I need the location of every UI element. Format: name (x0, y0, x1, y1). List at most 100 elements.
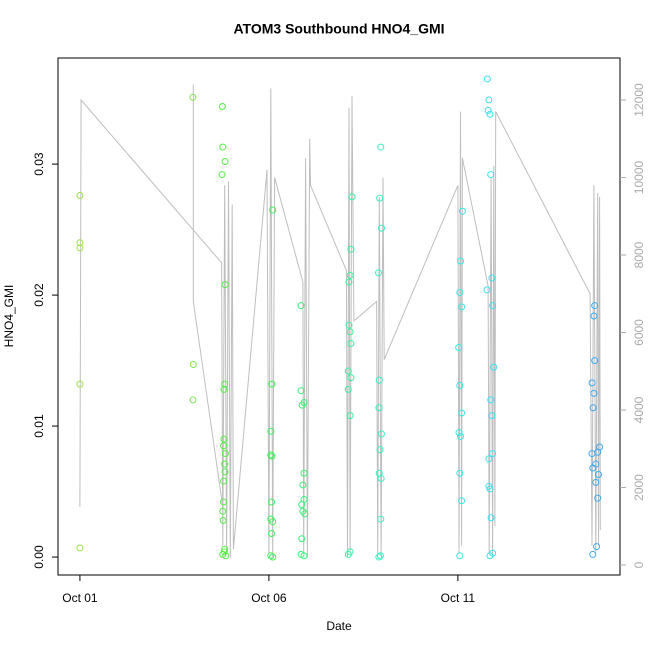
data-point (458, 497, 466, 505)
y2-tick-label: 8000 (632, 241, 646, 268)
data-point (76, 239, 84, 247)
data-point (347, 245, 355, 253)
data-point (297, 387, 305, 395)
data-point (377, 143, 385, 151)
data-point (76, 380, 84, 388)
data-point (455, 343, 463, 351)
data-point (268, 498, 276, 506)
data-point (298, 501, 306, 509)
data-point (189, 396, 197, 404)
data-point (458, 207, 466, 215)
data-point (591, 302, 599, 310)
data-point (268, 452, 276, 460)
data-point (590, 312, 598, 320)
data-point (220, 435, 228, 443)
data-point (76, 192, 84, 200)
data-point (220, 385, 228, 393)
y-axis-label: HNO4_GMI (2, 285, 16, 348)
data-point (487, 171, 495, 179)
data-point (344, 385, 352, 393)
data-point (218, 102, 226, 110)
data-point (346, 328, 354, 336)
data-point (589, 550, 597, 558)
data-point (589, 404, 597, 412)
y-tick-label: 0.00 (32, 545, 46, 569)
data-point (593, 543, 601, 551)
data-point (375, 376, 383, 384)
data-point (347, 374, 355, 382)
x-axis-label: Date (326, 619, 352, 633)
data-point (189, 361, 197, 369)
chart-title: ATOM3 Southbound HNO4_GMI (233, 21, 444, 37)
data-point (267, 451, 275, 459)
data-point (594, 494, 602, 502)
y2-tick-label: 6000 (632, 319, 646, 346)
data-point (345, 278, 353, 286)
data-point (588, 450, 596, 458)
data-point (301, 510, 309, 518)
y2-tick-label: 12000 (632, 83, 646, 117)
data-point (299, 481, 307, 489)
data-point (346, 412, 354, 420)
data-point (268, 380, 276, 388)
data-point (221, 460, 229, 468)
data-point (483, 75, 491, 83)
y2-tick-label: 4000 (632, 396, 646, 423)
data-point (269, 206, 277, 214)
data-point (589, 464, 597, 472)
data-point (458, 303, 466, 311)
data-point (456, 381, 464, 389)
data-point (267, 552, 275, 560)
data-point (269, 553, 277, 561)
data-point (298, 401, 306, 409)
data-point (588, 379, 596, 387)
data-point (374, 269, 382, 277)
data-point (486, 485, 494, 493)
x-tick-label: Oct 01 (62, 591, 98, 605)
data-point (267, 427, 275, 435)
data-point (347, 340, 355, 348)
data-point (300, 469, 308, 477)
data-point (344, 550, 352, 558)
data-point (486, 552, 494, 560)
data-point (345, 321, 353, 329)
data-point (489, 302, 497, 310)
data-point (297, 302, 305, 310)
data-point (488, 412, 496, 420)
altitude-line (79, 84, 601, 558)
data-point (487, 514, 495, 522)
data-point (376, 552, 384, 560)
data-point (489, 450, 497, 458)
data-point (300, 552, 308, 560)
data-point (375, 404, 383, 412)
data-point (76, 544, 84, 552)
data-point (222, 552, 230, 560)
y-tick-label: 0.03 (32, 152, 46, 176)
y-tick-label: 0.01 (32, 414, 46, 438)
data-point (220, 477, 228, 485)
data-point (221, 157, 229, 165)
data-point (348, 193, 356, 201)
y2-tick-label: 10000 (632, 160, 646, 194)
data-point (375, 553, 383, 561)
data-point (219, 516, 227, 524)
data-point (377, 474, 385, 482)
data-point (221, 380, 229, 388)
data-point (219, 143, 227, 151)
x-tick-label: Oct 06 (251, 591, 287, 605)
data-point (456, 469, 464, 477)
x-tick-label: Oct 11 (441, 591, 476, 605)
data-point (298, 535, 306, 543)
data-point (457, 433, 465, 441)
data-point (485, 96, 493, 104)
data-point (218, 171, 226, 179)
y-tick-label: 0.02 (32, 283, 46, 307)
data-point (76, 244, 84, 252)
data-point (268, 529, 276, 537)
data-point (344, 367, 352, 375)
plot-frame (57, 57, 621, 576)
data-point (484, 106, 492, 114)
data-point (221, 468, 229, 476)
data-point (490, 363, 498, 371)
